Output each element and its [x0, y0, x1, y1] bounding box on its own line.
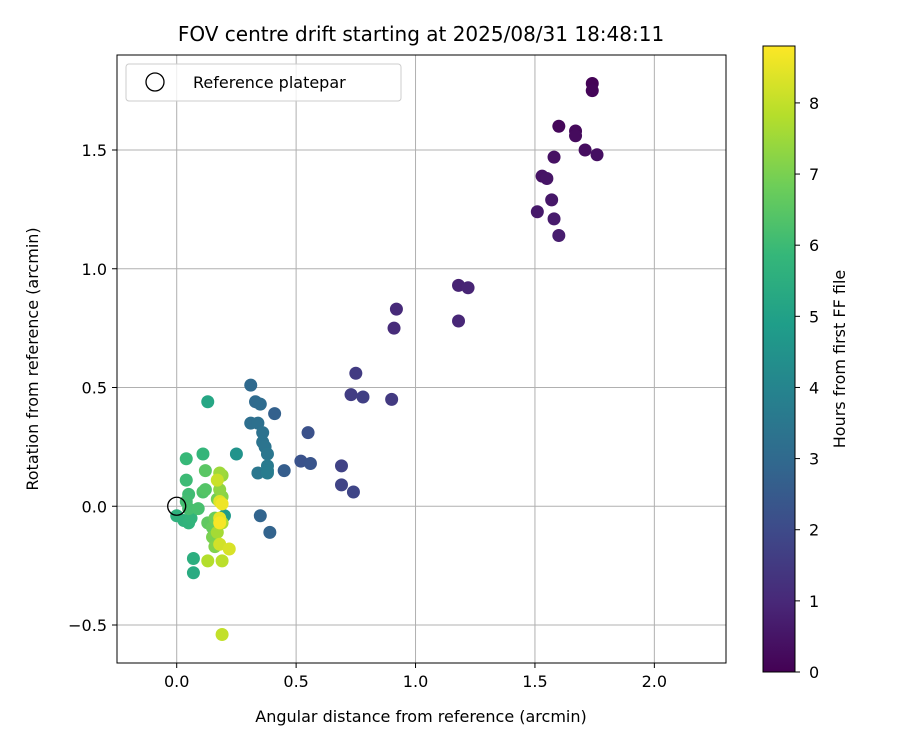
y-tick-label: 0.0 — [82, 497, 107, 516]
legend: Reference platepar — [125, 63, 402, 102]
data-point — [260, 447, 274, 461]
colorbar-tick-label: 7 — [809, 165, 819, 184]
colorbar-tick-label: 4 — [809, 378, 819, 397]
data-point — [277, 464, 291, 478]
legend-box — [125, 63, 402, 102]
x-tick-label: 0.5 — [283, 672, 308, 691]
data-point — [547, 212, 561, 226]
data-point — [179, 452, 193, 466]
data-point — [547, 150, 561, 164]
data-point — [179, 473, 193, 487]
data-point — [201, 395, 215, 409]
data-point — [344, 388, 358, 402]
data-point — [263, 525, 277, 539]
data-point — [215, 554, 229, 568]
data-point — [356, 390, 370, 404]
data-point — [222, 542, 236, 556]
colorbar-tick-label: 5 — [809, 307, 819, 326]
data-point — [334, 478, 348, 492]
colorbar-ticks: 0 1 2 3 4 5 6 7 8 — [795, 94, 819, 682]
data-point — [253, 397, 267, 411]
data-point — [552, 229, 566, 242]
data-point — [346, 485, 360, 499]
data-point — [585, 84, 599, 98]
y-tick-label: 1.0 — [82, 260, 107, 279]
data-point — [349, 366, 363, 380]
y-tick-label: −0.5 — [68, 616, 107, 635]
data-points — [167, 77, 604, 641]
chart-title: FOV centre drift starting at 2025/08/31 … — [178, 22, 664, 46]
data-point — [201, 554, 215, 568]
data-point — [301, 426, 315, 440]
data-point — [215, 628, 229, 641]
data-point — [452, 314, 466, 328]
data-point — [461, 281, 475, 295]
legend-reference-marker — [145, 72, 165, 92]
colorbar: 0 1 2 3 4 5 6 7 8 Hours from first FF file — [762, 45, 849, 682]
data-point — [213, 516, 227, 530]
data-point — [186, 566, 200, 580]
data-point — [387, 321, 401, 335]
colorbar-tick-label: 1 — [809, 592, 819, 611]
colorbar-tick-label: 2 — [809, 521, 819, 540]
data-point — [198, 483, 212, 497]
colorbar-tick-label: 6 — [809, 236, 819, 255]
data-point — [334, 459, 348, 473]
x-tick-label: 1.0 — [403, 672, 428, 691]
data-point — [303, 457, 317, 470]
x-axis-label: Angular distance from reference (arcmin) — [255, 707, 586, 726]
data-point — [569, 129, 583, 143]
data-point — [196, 447, 210, 461]
x-axis: 0.0 0.5 1.0 1.5 2.0 — [164, 663, 667, 691]
data-point — [389, 302, 403, 316]
data-point — [256, 426, 270, 440]
data-point — [253, 509, 267, 523]
data-point — [590, 148, 604, 162]
y-axis-label: Rotation from reference (arcmin) — [23, 227, 42, 490]
data-point — [186, 552, 200, 565]
x-tick-label: 2.0 — [642, 672, 667, 691]
y-tick-label: 0.5 — [82, 379, 107, 398]
colorbar-tick-label: 3 — [809, 450, 819, 469]
data-point — [552, 119, 566, 133]
colorbar-tick-label: 0 — [809, 663, 819, 682]
data-point — [268, 407, 282, 421]
data-point — [578, 143, 592, 157]
legend-reference-label: Reference platepar — [193, 73, 346, 92]
data-point — [191, 502, 205, 516]
plot-frame — [116, 54, 727, 664]
x-tick-label: 1.5 — [522, 672, 547, 691]
data-point — [385, 392, 399, 406]
data-point — [530, 205, 544, 219]
x-tick-label: 0.0 — [164, 672, 189, 691]
data-point — [244, 378, 258, 392]
y-axis: −0.5 0.0 0.5 1.0 1.5 — [68, 141, 117, 635]
grid-lines — [117, 55, 726, 663]
data-point — [229, 447, 243, 461]
data-point — [210, 473, 224, 487]
data-point — [540, 172, 554, 185]
reference-point-marker — [167, 496, 187, 516]
data-point — [198, 464, 212, 478]
colorbar-label: Hours from first FF file — [830, 270, 849, 449]
y-tick-label: 1.5 — [82, 141, 107, 160]
colorbar-gradient — [762, 45, 796, 673]
data-point — [215, 497, 229, 511]
data-point — [545, 193, 559, 207]
colorbar-tick-label: 8 — [809, 94, 819, 113]
data-point — [260, 466, 274, 480]
